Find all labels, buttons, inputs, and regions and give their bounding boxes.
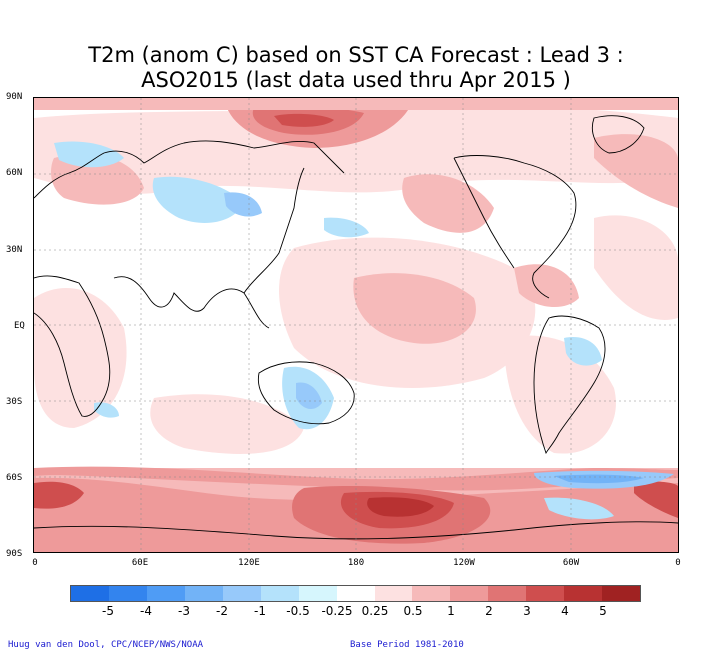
color-scale-bar — [70, 585, 641, 602]
map-title-line1: T2m (anom C) based on SST CA Forecast : … — [88, 43, 624, 67]
lat-label-30s: 30S — [6, 397, 23, 407]
author-credit: Huug van den Dool, CPC/NCEP/NWS/NOAA — [8, 640, 204, 650]
lon-label-60w: 60W — [562, 558, 580, 568]
legend-label: -3 — [178, 604, 190, 618]
lat-label-90n: 90N — [6, 92, 23, 102]
legend-swatch — [184, 586, 223, 601]
legend-label: 1 — [447, 604, 455, 618]
anomaly-map — [33, 97, 679, 553]
lat-label-90s: 90S — [6, 549, 23, 559]
legend-label: -5 — [102, 604, 114, 618]
legend-label: -0.5 — [286, 604, 310, 618]
legend-swatch — [298, 586, 337, 601]
lon-label-120w: 120W — [453, 558, 475, 568]
legend-swatch — [374, 586, 413, 601]
lat-label-60s: 60S — [6, 473, 23, 483]
legend-label: 0.5 — [403, 604, 423, 618]
legend-swatch — [336, 586, 375, 601]
legend-label: -1 — [254, 604, 266, 618]
legend-label: -2 — [216, 604, 228, 618]
lon-label-60e: 60E — [131, 558, 149, 568]
lon-label-120e: 120E — [238, 558, 260, 568]
map-svg — [33, 98, 679, 552]
legend-swatch — [564, 586, 603, 601]
map-title-line2: ASO2015 (last data used thru Apr 2015 ) — [141, 68, 571, 92]
lon-label-0: 0 — [32, 558, 38, 568]
legend-swatch — [412, 586, 451, 601]
legend-swatch — [602, 586, 641, 601]
legend-label: 5 — [599, 604, 607, 618]
legend-swatch — [260, 586, 299, 601]
legend-swatch — [222, 586, 261, 601]
legend-label: 2 — [485, 604, 493, 618]
legend-swatch — [146, 586, 185, 601]
legend-label: -4 — [140, 604, 152, 618]
lon-label-180: 180 — [347, 558, 365, 568]
legend-swatch — [526, 586, 565, 601]
legend-label: 0.25 — [361, 604, 389, 618]
lat-label-60n: 60N — [6, 168, 23, 178]
base-period-note: Base Period 1981-2010 — [350, 640, 464, 650]
legend-swatch — [108, 586, 147, 601]
legend-label: 3 — [523, 604, 531, 618]
legend-swatch — [71, 586, 109, 601]
lat-label-eq: EQ — [14, 321, 25, 331]
legend-label: 4 — [561, 604, 569, 618]
legend-swatch — [488, 586, 527, 601]
legend-label: -0.25 — [321, 604, 353, 618]
lat-label-30n: 30N — [6, 245, 23, 255]
legend-swatch — [450, 586, 489, 601]
lon-label-0-east: 0 — [675, 558, 681, 568]
